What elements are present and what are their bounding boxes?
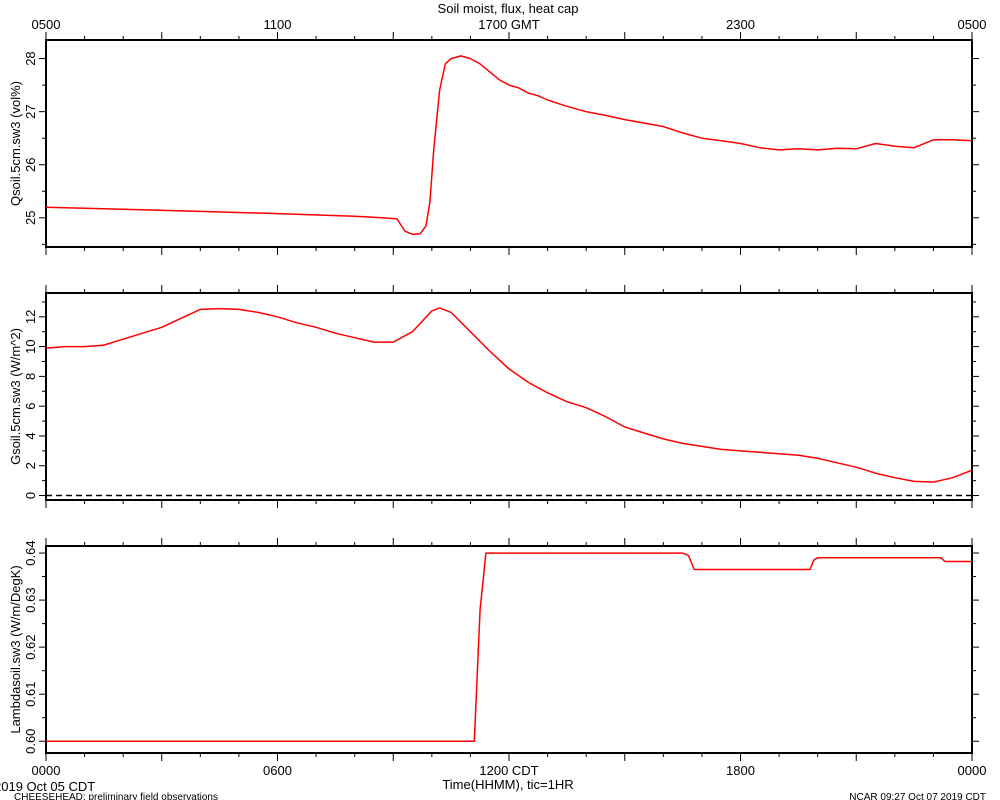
- y-axis-label-1: Qsoil.5cm.sw3 (vol%): [8, 81, 23, 206]
- y-tick-label: 27: [23, 104, 38, 118]
- y-tick-label: 6: [23, 403, 38, 410]
- bottom-axis-tick-label: 1800: [726, 763, 755, 778]
- y-tick-label: 25: [23, 211, 38, 225]
- y-axis-label-3: Lambdasoil.sw3 (W/m/DegK): [8, 565, 23, 733]
- top-axis-tick-label: 0500: [32, 17, 61, 32]
- y-tick-label: 0.61: [23, 682, 38, 707]
- y-tick-label: 0.60: [23, 729, 38, 754]
- bottom-axis-tick-label: 0000: [32, 763, 61, 778]
- bottom-axis-tick-label: 1200 CDT: [479, 763, 538, 778]
- chart-title: Soil moist, flux, heat cap: [438, 1, 579, 16]
- plot-frame-2: [45, 292, 973, 501]
- top-axis-tick-label: 2300: [726, 17, 755, 32]
- y-tick-label: 8: [23, 373, 38, 380]
- chart-marks: 0500 1100 1700 GMT 2300 0500 0000 0600 1200 CDT…: [8, 17, 986, 778]
- y-tick-label: 0.62: [23, 634, 38, 659]
- y-tick-label: 10: [23, 339, 38, 353]
- series-line-2: [45, 307, 973, 483]
- plot-frame-3: [45, 545, 973, 754]
- series-line-3: [46, 552, 972, 742]
- top-axis-tick-label: 0500: [958, 17, 987, 32]
- footer-date-label: 2019 Oct 05 CDT: [0, 779, 95, 794]
- top-axis-tick-label: 1700 GMT: [478, 17, 539, 32]
- y-tick-label: 0: [23, 492, 38, 499]
- footer-credit-label: NCAR 09:27 Oct 07 2019 CDT: [849, 792, 986, 800]
- y-tick-label: 2: [23, 462, 38, 469]
- y-tick-label: 0.63: [23, 587, 38, 612]
- bottom-axis-tick-label: 0600: [263, 763, 292, 778]
- y-tick-label: 4: [23, 432, 38, 439]
- bottom-axis-tick-label: 0000: [958, 763, 987, 778]
- top-axis-tick-label: 1100: [264, 17, 292, 32]
- y-tick-label: 26: [23, 157, 38, 171]
- plot-frame-1: [45, 39, 973, 248]
- y-axis-label-2: Gsoil.5cm.sw3 (W/m^2): [8, 328, 23, 465]
- x-axis-label: Time(HHMM), tic=1HR: [442, 777, 573, 792]
- footer-project-label: CHEESEHEAD: preliminary field observatio…: [14, 792, 218, 800]
- y-tick-label: 28: [23, 51, 38, 65]
- series-line-1: [45, 55, 973, 236]
- y-tick-label: 0.64: [23, 540, 38, 565]
- y-tick-label: 12: [23, 310, 38, 324]
